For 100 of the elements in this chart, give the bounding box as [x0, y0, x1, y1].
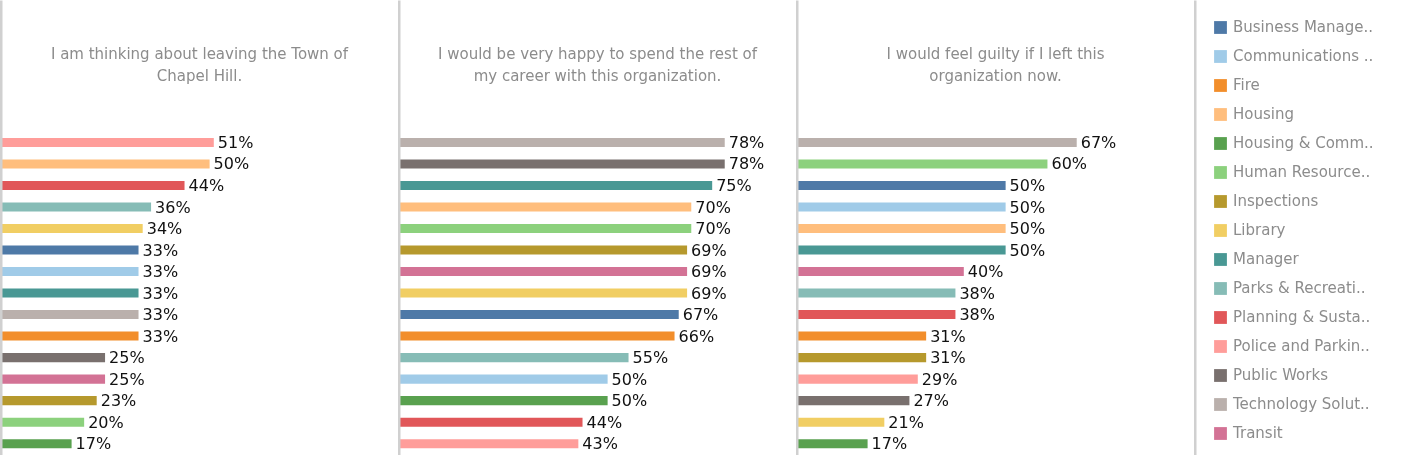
legend-label: Inspections [1233, 192, 1319, 210]
bar [796, 439, 868, 449]
data-label: 69% [691, 240, 727, 260]
bar [0, 353, 106, 363]
data-label: 67% [1080, 132, 1117, 152]
bar [796, 331, 927, 341]
bar [0, 396, 97, 406]
legend-label: Parks & Recreati.. [1233, 279, 1366, 297]
data-label: 67% [682, 305, 719, 325]
data-label: 38% [959, 305, 995, 325]
bar [398, 439, 579, 449]
bar [0, 224, 143, 234]
legend-label: Fire [1233, 76, 1260, 94]
bar [796, 396, 910, 406]
bar [398, 159, 725, 169]
data-label: 50% [1009, 219, 1046, 239]
data-label: 20% [88, 412, 124, 432]
data-label: 75% [716, 176, 752, 196]
data-label: 27% [913, 391, 949, 411]
data-label: 17% [75, 434, 112, 454]
bar [796, 245, 1006, 255]
data-label: 50% [611, 391, 648, 411]
chart-title: I am thinking about leaving the Town of Chapel Hill. [50, 44, 349, 86]
data-label: 25% [109, 369, 145, 389]
data-label: 17% [871, 434, 908, 454]
legend-label: Business Manage.. [1233, 18, 1374, 36]
data-label: 25% [109, 348, 145, 368]
legend-label: Technology Solut.. [1233, 395, 1370, 413]
bar [0, 245, 139, 255]
data-label: 44% [188, 176, 225, 196]
bar [796, 288, 956, 298]
data-label: 33% [142, 305, 179, 325]
bar [796, 310, 956, 320]
data-label: 50% [1009, 240, 1046, 260]
legend-label: Human Resource.. [1233, 163, 1371, 181]
data-label: 31% [930, 348, 966, 368]
bar [0, 180, 185, 191]
data-label: 50% [213, 154, 250, 174]
data-label: 66% [678, 326, 715, 346]
bar [398, 353, 629, 363]
bar [0, 310, 139, 320]
data-label: 43% [582, 434, 618, 454]
data-label: 33% [142, 262, 179, 282]
legend-label: Transit [1233, 424, 1283, 442]
legend-label: Public Works [1233, 366, 1328, 384]
bar [398, 374, 608, 384]
legend-label: Communications .. [1233, 47, 1374, 65]
bar [0, 439, 72, 449]
data-label: 78% [728, 154, 765, 174]
bar [0, 159, 210, 169]
data-label: 33% [142, 326, 179, 346]
bar [796, 202, 1006, 212]
bar [0, 374, 106, 384]
bar [796, 180, 1006, 191]
bar [796, 224, 1006, 234]
data-label: 69% [691, 283, 727, 303]
data-label: 69% [691, 262, 727, 282]
bar [398, 267, 688, 277]
bar [0, 331, 139, 341]
bar [398, 331, 675, 341]
chart-title: I would feel guilty if I left this organization now. [886, 44, 1105, 86]
data-label: 44% [586, 412, 623, 432]
data-label: 36% [155, 197, 191, 217]
legend-label: Housing & Comm.. [1233, 134, 1374, 152]
bar [398, 288, 688, 298]
data-label: 55% [632, 348, 669, 368]
bar [398, 245, 688, 255]
chart-title: I would be very happy to spend the rest of my career with this organization. [438, 44, 758, 86]
data-label: 31% [930, 326, 966, 346]
data-label: 60% [1051, 154, 1088, 174]
legend-label: Planning & Susta.. [1233, 308, 1371, 326]
bar [0, 202, 152, 212]
bar [0, 267, 139, 277]
legend-label: Manager [1233, 250, 1299, 268]
bar [398, 180, 713, 191]
bar [398, 396, 608, 406]
data-label: 50% [611, 369, 648, 389]
bar [796, 267, 964, 277]
data-label: 33% [142, 283, 179, 303]
bar [796, 353, 927, 363]
bar [398, 202, 692, 212]
bar [398, 137, 725, 147]
bar [0, 137, 214, 147]
data-label: 34% [146, 219, 183, 239]
bar [796, 417, 885, 427]
data-label: 38% [959, 283, 995, 303]
bar [398, 224, 692, 234]
data-label: 40% [967, 262, 1004, 282]
data-label: 33% [142, 240, 179, 260]
legend-label: Library [1233, 221, 1286, 239]
data-label: 70% [695, 219, 731, 239]
data-label: 23% [100, 391, 137, 411]
bar [398, 310, 679, 320]
bar [796, 374, 918, 384]
bar [398, 417, 583, 427]
data-label: 50% [1009, 197, 1046, 217]
bar [796, 137, 1077, 147]
data-label: 70% [695, 197, 731, 217]
bar [0, 288, 139, 298]
legend-label: Police and Parkin.. [1233, 337, 1370, 355]
